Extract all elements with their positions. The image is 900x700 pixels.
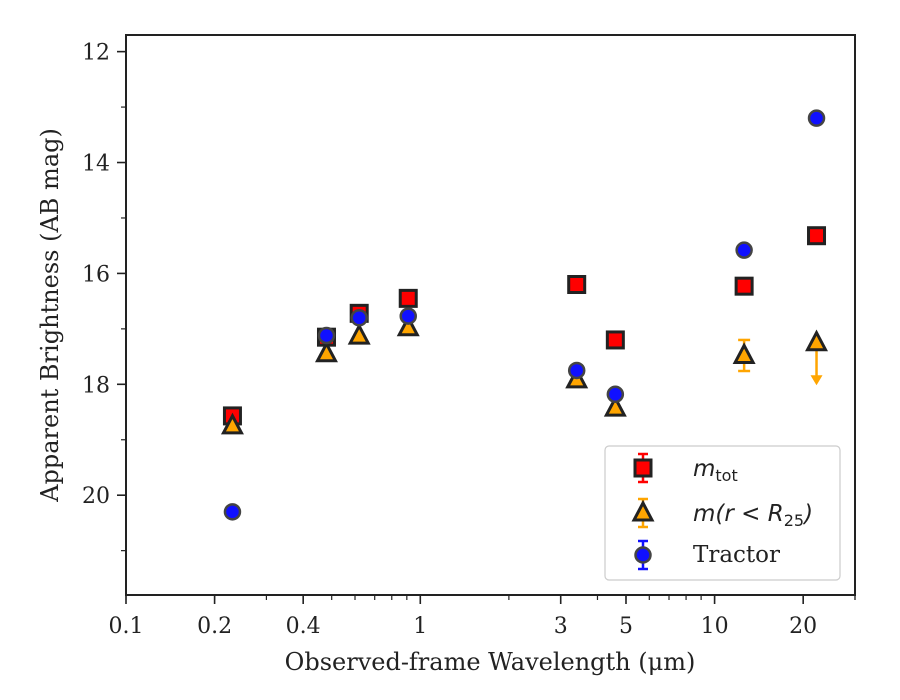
x-tick-label: 5	[619, 614, 633, 639]
triangle-point	[314, 340, 338, 363]
square-point	[398, 288, 418, 308]
triangle-point	[396, 314, 420, 337]
square-point	[807, 226, 827, 246]
triangle-point	[347, 322, 371, 345]
legend-circle	[634, 546, 652, 564]
circle-point	[567, 361, 586, 380]
legend-square-marker	[633, 452, 653, 484]
circle-point	[399, 307, 417, 325]
x-tick-label: 20	[789, 614, 817, 639]
circle-point	[223, 503, 242, 521]
legend-entry-mr25: m(r < R25)	[631, 497, 813, 530]
circle-point	[606, 385, 625, 404]
legend-mtot-sub: tot	[715, 466, 737, 485]
y-tick-label: 12	[82, 41, 110, 66]
square-point	[567, 275, 587, 295]
circle-point	[350, 309, 368, 327]
legend-triangle-marker	[631, 497, 655, 529]
legend-label-mtot: mtot	[693, 456, 738, 485]
square-point	[605, 330, 625, 350]
triangle-point	[220, 412, 244, 435]
legend-entry-mtot: mtot	[633, 452, 738, 485]
legend-mr25-tail: )	[802, 501, 813, 527]
axis-ticks: 0.1 0.2 0.4 1 3 5 10 20 12 14 16 18 20	[82, 41, 856, 639]
y-tick-label: 18	[82, 373, 110, 398]
series-circle	[223, 109, 826, 521]
legend-label-tractor: Tractor	[693, 542, 780, 568]
legend-circle-marker	[634, 539, 652, 571]
x-tick-label: 10	[701, 614, 729, 639]
y-tick-label: 14	[82, 152, 110, 177]
x-tick-label: 0.2	[197, 614, 232, 639]
series-triangle	[220, 314, 829, 435]
circle-point	[735, 241, 753, 259]
x-tick-label: 0.4	[286, 614, 321, 639]
legend-mtot-main: m	[693, 456, 715, 482]
x-tick-label: 3	[554, 614, 568, 639]
triangle-point	[732, 342, 756, 364]
square-point	[734, 276, 754, 296]
upper-limit-arrow	[810, 375, 823, 386]
y-tick-label: 20	[82, 484, 110, 509]
plot-frame	[125, 34, 856, 596]
triangle-point	[603, 394, 627, 417]
circle-point	[317, 326, 336, 345]
legend-entry-tractor: Tractor	[634, 539, 780, 571]
x-axis-label: Observed-frame Wavelength (μm)	[285, 648, 696, 676]
y-tick-label: 16	[82, 262, 110, 287]
circle-point	[807, 109, 826, 127]
legend-triangle	[631, 499, 655, 522]
data-points	[220, 109, 829, 521]
legend-mr25-main: m(r < R	[693, 501, 784, 527]
legend-square	[633, 458, 653, 478]
triangle-point	[805, 329, 829, 352]
x-tick-label: 1	[413, 614, 427, 639]
legend-frame	[604, 445, 841, 581]
y-axis-label: Apparent Brightness (AB mag)	[36, 128, 64, 503]
legend: mtot m(r < R25) Tractor	[604, 445, 841, 581]
legend-label-mr25: m(r < R25)	[693, 501, 813, 530]
legend-mr25-sub: 25	[784, 511, 804, 530]
x-tick-label: 0.1	[109, 614, 144, 639]
